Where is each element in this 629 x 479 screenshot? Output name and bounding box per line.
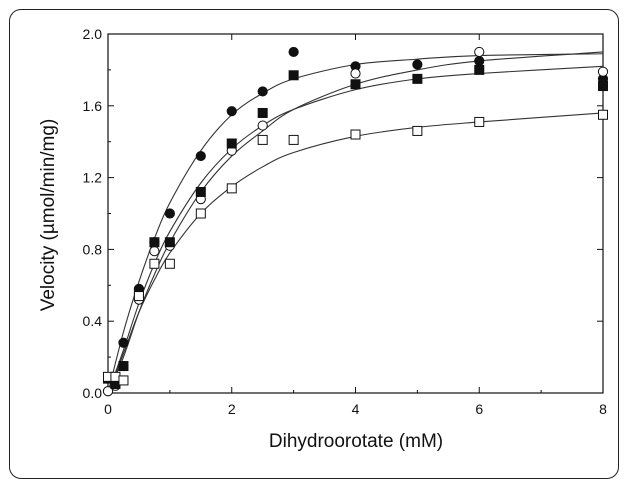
open-square-point [118,375,129,386]
filled-circle-point [195,150,206,162]
fit-curve-open-circle [107,51,604,394]
filled-square-point [257,107,268,118]
filled-square-point [288,70,299,81]
plot-area: 0 2 4 6 8 0.0 0.4 0.8 1.2 1.6 2.0 [83,26,609,417]
x-tick-label: 4 [352,401,360,417]
x-tick-label: 2 [228,401,236,417]
filled-square-point [226,138,237,149]
open-square-point [288,134,299,145]
x-axis-label: Dihydroorotate (mM) [269,431,443,452]
y-tick-label: 0.4 [83,313,103,329]
filled-circle-point [164,208,175,219]
open-circle-point [474,46,485,58]
filled-circle-point [412,59,423,70]
filled-circle-point [257,86,268,97]
open-square-point [133,291,144,302]
open-square-point [598,109,608,120]
filled-square-point [598,81,608,92]
y-axis-label: Velocity (µmol/min/mg) [38,119,59,312]
filled-square-point [149,237,160,248]
open-square-point [350,129,361,140]
open-square-point [257,134,268,145]
open-square-point [412,125,423,136]
open-square-point [195,208,206,219]
x-tick-label: 6 [475,401,483,417]
open-square-point [149,258,160,269]
filled-square-point [118,361,129,372]
filled-circle-point [288,46,299,58]
filled-square-point [164,237,175,248]
open-square-point [474,116,485,127]
open-circle-point [149,246,160,257]
fit-curve-filled-circle [107,53,604,394]
y-tick-label: 1.2 [83,170,103,186]
open-circle-point [597,66,609,77]
open-square-point [164,258,175,269]
open-square-point [226,183,237,194]
y-tick-label: 0.0 [83,385,103,401]
fit-curve-filled-square [107,65,604,394]
open-circle-point [102,386,114,397]
chart-svg: 0 2 4 6 8 0.0 0.4 0.8 1.2 1.6 2.0 Dihydroorotate (… [38,26,609,452]
y-tick-label: 0.8 [83,241,103,257]
filled-square-point [412,73,423,84]
x-tick-label: 8 [599,401,607,417]
y-tick-label: 1.6 [83,98,103,114]
open-circle-point [257,120,268,131]
filled-circle-point [474,55,485,67]
fit-curve-open-square [107,112,604,394]
filled-circle-point [226,106,237,117]
open-circle-point [350,68,361,79]
filled-square-point [474,64,485,75]
filled-square-point [350,79,361,90]
filled-circle-point [118,337,129,348]
x-tick-label: 0 [104,401,112,417]
y-tick-label: 2.0 [83,26,103,42]
filled-square-point [195,186,206,197]
